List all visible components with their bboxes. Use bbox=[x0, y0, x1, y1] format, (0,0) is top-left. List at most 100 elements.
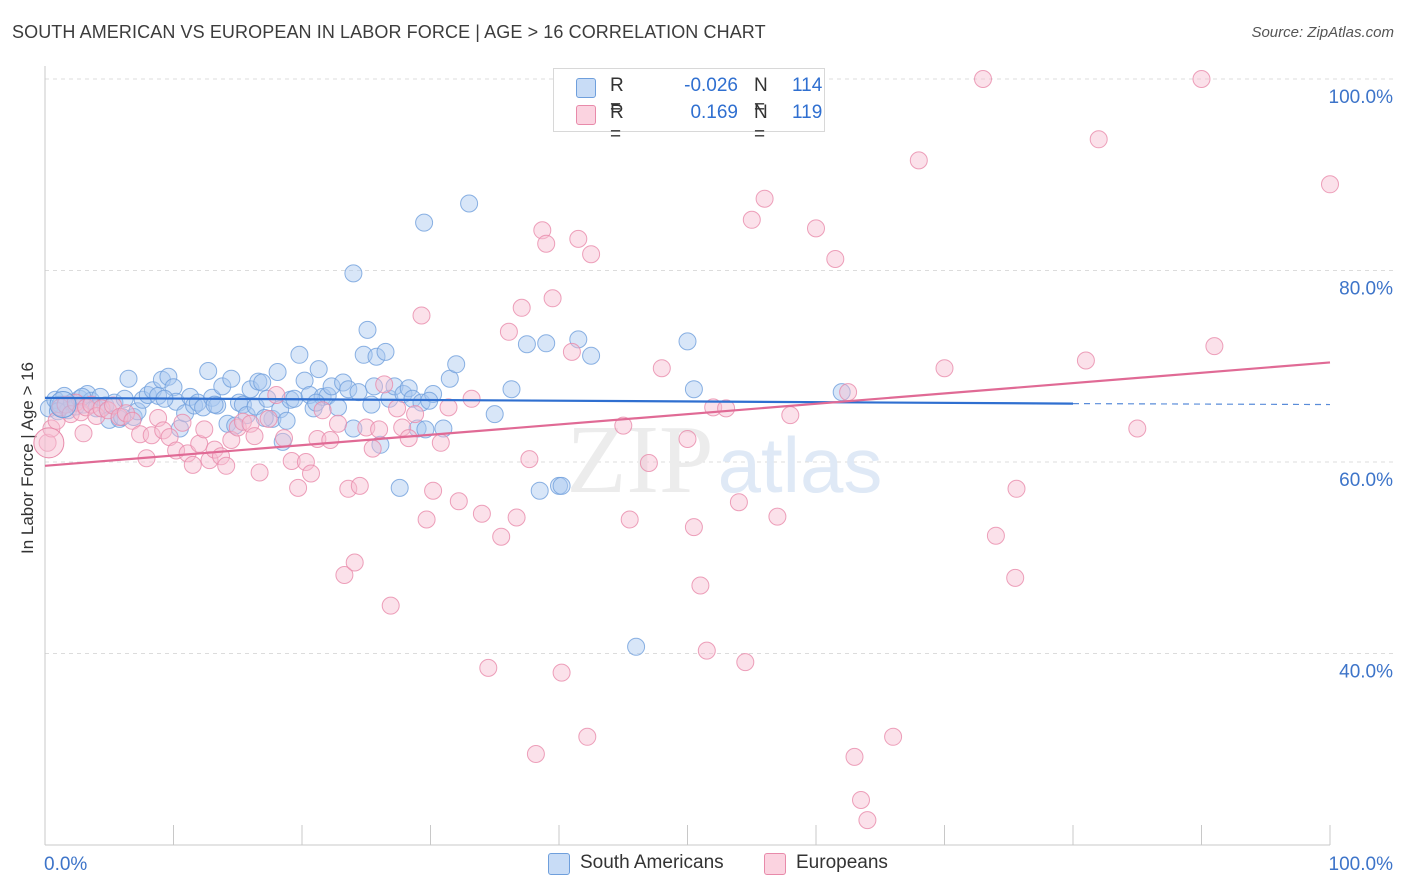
europeans-point bbox=[183, 455, 202, 474]
chart-source: Source: ZipAtlas.com bbox=[1251, 24, 1394, 41]
europeans-point bbox=[205, 440, 224, 459]
south-americans-point bbox=[222, 369, 241, 388]
n-value: 119 bbox=[792, 102, 823, 123]
europeans-point bbox=[569, 229, 588, 248]
europeans-point bbox=[986, 526, 1005, 545]
europeans-point bbox=[406, 405, 425, 424]
south-americans-point bbox=[678, 332, 697, 351]
south-americans-point bbox=[502, 380, 521, 399]
europeans-point bbox=[321, 431, 340, 449]
europeans-point bbox=[1007, 479, 1026, 498]
europeans-point bbox=[267, 386, 286, 404]
europeans-point bbox=[768, 507, 787, 526]
europeans-point bbox=[578, 727, 597, 746]
europeans-point bbox=[526, 745, 545, 763]
europeans-point bbox=[826, 250, 845, 268]
europeans-point bbox=[781, 406, 800, 425]
europeans-point bbox=[33, 427, 65, 459]
x-tick-label: 100.0% bbox=[1329, 854, 1394, 875]
europeans-point bbox=[684, 518, 703, 537]
europeans-point bbox=[858, 811, 877, 830]
south-americans-point bbox=[460, 194, 479, 213]
europeans-point bbox=[697, 641, 716, 660]
south-americans-point bbox=[627, 637, 646, 656]
europeans-point bbox=[543, 289, 562, 308]
europeans-trend-line bbox=[44, 361, 1331, 467]
south-americans-point bbox=[241, 380, 260, 399]
europeans-point bbox=[99, 401, 117, 420]
europeans-legend-label: Europeans bbox=[796, 852, 888, 873]
south-americans-legend-swatch bbox=[548, 853, 570, 875]
europeans-point bbox=[852, 791, 870, 809]
europeans-point bbox=[313, 401, 332, 420]
europeans-point bbox=[472, 504, 491, 523]
south-americans-point bbox=[205, 395, 224, 414]
europeans-point bbox=[302, 464, 320, 483]
europeans-point bbox=[275, 429, 293, 448]
europeans-point bbox=[375, 375, 394, 394]
south-americans-point bbox=[399, 379, 418, 398]
x-tick-label: 0.0% bbox=[44, 854, 87, 875]
y-tick-label: 80.0% bbox=[1339, 279, 1393, 300]
south-americans-legend-label: South Americans bbox=[580, 852, 724, 873]
europeans-point bbox=[449, 492, 468, 511]
south-americans-point bbox=[290, 345, 309, 364]
europeans-point bbox=[755, 189, 774, 208]
europeans-point bbox=[282, 452, 301, 470]
europeans-point bbox=[72, 403, 90, 422]
south-americans-point bbox=[339, 380, 358, 399]
europeans-point bbox=[974, 70, 992, 88]
correlation-legend: R = -0.026 N = 114 R = 0.169 N = 119 bbox=[553, 68, 825, 145]
europeans-point bbox=[935, 359, 954, 378]
watermark-atlas: atlas bbox=[718, 421, 883, 509]
south-americans-point bbox=[159, 367, 178, 386]
south-americans-trend-line bbox=[44, 396, 1074, 405]
south-americans-point bbox=[268, 363, 287, 381]
south-americans-point bbox=[416, 420, 435, 439]
europeans-point bbox=[1205, 337, 1224, 356]
europeans-point bbox=[1076, 351, 1095, 370]
trend-lines bbox=[44, 361, 1331, 467]
europeans-point bbox=[289, 478, 308, 497]
europeans-point bbox=[691, 576, 710, 595]
europeans-point bbox=[562, 342, 581, 361]
europeans-point bbox=[250, 463, 269, 482]
south-americans-point bbox=[253, 373, 272, 392]
europeans-point bbox=[499, 322, 518, 341]
europeans-point bbox=[370, 420, 389, 439]
europeans-point bbox=[884, 727, 903, 746]
europeans-point bbox=[259, 409, 278, 428]
europeans-point bbox=[1321, 175, 1339, 194]
south-americans-point bbox=[582, 346, 601, 365]
south-americans-point bbox=[367, 347, 386, 366]
y-tick-label: 100.0% bbox=[1329, 87, 1394, 108]
europeans-point bbox=[552, 663, 571, 682]
europeans-point bbox=[620, 510, 639, 529]
europeans-point bbox=[1192, 70, 1211, 88]
south-americans-point bbox=[485, 405, 504, 424]
europeans-point bbox=[736, 653, 755, 672]
europeans-point bbox=[417, 510, 436, 529]
europeans-point bbox=[190, 434, 209, 453]
south-americans-point bbox=[271, 400, 290, 419]
europeans-point bbox=[329, 414, 347, 433]
south-americans-point bbox=[49, 391, 77, 419]
europeans-point bbox=[729, 493, 748, 512]
south-americans-point bbox=[91, 387, 110, 406]
europeans-legend-swatch bbox=[764, 853, 786, 875]
south-americans-point bbox=[263, 409, 282, 428]
europeans-point bbox=[363, 439, 382, 458]
europeans-point bbox=[839, 383, 858, 402]
south-americans-point bbox=[277, 411, 296, 430]
europeans-point bbox=[350, 476, 369, 495]
south-americans-point bbox=[390, 478, 409, 497]
europeans-point bbox=[652, 359, 671, 378]
europeans-point bbox=[345, 553, 364, 572]
axes bbox=[44, 66, 1331, 846]
europeans-point bbox=[1128, 419, 1147, 438]
europeans-point bbox=[507, 508, 526, 527]
south-americans-point bbox=[358, 320, 377, 339]
watermark-zip: ZIP bbox=[567, 406, 714, 514]
n-label: N = bbox=[754, 75, 768, 118]
europeans-point bbox=[439, 398, 458, 417]
